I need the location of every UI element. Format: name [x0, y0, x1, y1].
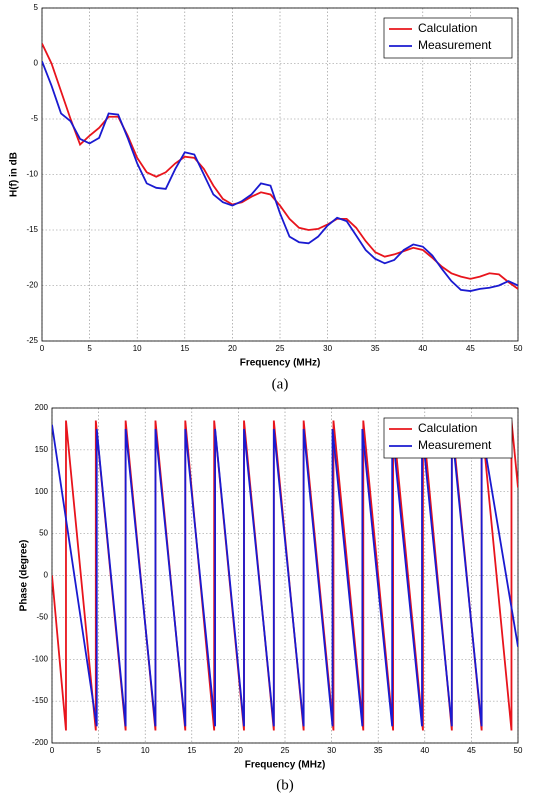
caption: (a)	[272, 376, 289, 392]
x-tick-label: 10	[141, 746, 150, 755]
x-tick-label: 30	[327, 746, 336, 755]
legend-label: Measurement	[418, 38, 492, 52]
x-tick-label: 20	[228, 344, 237, 353]
x-tick-label: 5	[96, 746, 101, 755]
x-axis-label: Frequency (MHz)	[240, 358, 321, 369]
x-tick-label: 15	[180, 344, 189, 353]
x-tick-label: 45	[467, 746, 476, 755]
x-tick-label: 15	[187, 746, 196, 755]
y-tick-label: 50	[39, 529, 48, 538]
y-tick-label: 5	[34, 3, 39, 12]
data-line	[52, 424, 518, 727]
y-tick-label: 0	[44, 571, 49, 580]
legend-label: Calculation	[418, 421, 477, 435]
y-tick-label: -150	[32, 696, 49, 705]
x-tick-label: 35	[371, 344, 380, 353]
legend-label: Calculation	[418, 21, 477, 35]
legend-box	[383, 17, 513, 59]
x-axis-label: Frequency (MHz)	[245, 760, 326, 771]
x-tick-label: 0	[50, 746, 55, 755]
y-tick-label: 200	[35, 403, 49, 412]
y-tick-label: -100	[32, 654, 49, 663]
y-tick-label: -5	[31, 114, 39, 123]
x-tick-label: 20	[234, 746, 243, 755]
legend-label: Measurement	[418, 438, 492, 452]
y-tick-label: -50	[36, 612, 48, 621]
y-tick-label: -200	[32, 738, 49, 747]
caption: (b)	[276, 777, 294, 793]
x-tick-label: 0	[40, 344, 45, 353]
y-tick-label: 150	[35, 445, 49, 454]
x-tick-label: 35	[374, 746, 383, 755]
x-tick-label: 30	[323, 344, 332, 353]
x-tick-label: 5	[87, 344, 92, 353]
x-tick-label: 45	[466, 344, 475, 353]
y-tick-label: -15	[26, 225, 38, 234]
x-tick-label: 25	[281, 746, 290, 755]
legend-box	[383, 417, 513, 459]
x-tick-label: 25	[276, 344, 285, 353]
y-tick-label: -25	[26, 336, 38, 345]
y-tick-label: 100	[35, 487, 49, 496]
y-tick-label: 0	[34, 59, 39, 68]
axes-frame	[41, 7, 519, 342]
x-tick-label: 10	[133, 344, 142, 353]
y-tick-label: -10	[26, 170, 38, 179]
x-tick-label: 50	[514, 344, 523, 353]
x-tick-label: 50	[514, 746, 523, 755]
y-axis-label: Phase (degree)	[19, 540, 30, 612]
x-tick-label: 40	[420, 746, 429, 755]
y-tick-label: -20	[26, 281, 38, 290]
y-axis-label: H(f) in dB	[9, 152, 20, 197]
x-tick-label: 40	[418, 344, 427, 353]
data-line	[42, 60, 518, 292]
